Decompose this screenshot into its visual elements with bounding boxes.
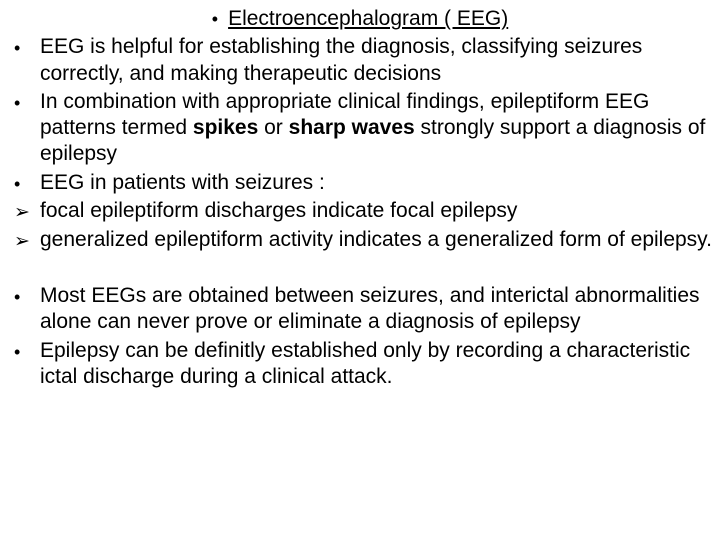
text-run: EEG in patients with seizures : bbox=[40, 171, 325, 194]
list-item: ➢focal epileptiform discharges indicate … bbox=[0, 198, 720, 226]
disc-bullet-icon: • bbox=[14, 34, 40, 60]
disc-bullet-icon: • bbox=[14, 89, 40, 115]
arrow-bullet-icon: ➢ bbox=[14, 227, 40, 255]
list-item: •EEG in patients with seizures : bbox=[0, 170, 720, 196]
list-item-text: EEG in patients with seizures : bbox=[40, 170, 716, 196]
list-item-text: focal epileptiform discharges indicate f… bbox=[40, 198, 716, 224]
list-item-text: In combination with appropriate clinical… bbox=[40, 89, 716, 168]
list-item-text: generalized epileptiform activity indica… bbox=[40, 227, 716, 253]
bullet-list: •EEG is helpful for establishing the dia… bbox=[0, 34, 720, 390]
list-item-text: Epilepsy can be definitly established on… bbox=[40, 338, 716, 391]
list-item: •Most EEGs are obtained between seizures… bbox=[0, 283, 720, 336]
text-run: EEG is helpful for establishing the diag… bbox=[40, 35, 642, 84]
text-run: Most EEGs are obtained between seizures,… bbox=[40, 284, 700, 333]
slide: •Electroencephalogram ( EEG) •EEG is hel… bbox=[0, 0, 720, 390]
list-item: ➢generalized epileptiform activity indic… bbox=[0, 227, 720, 255]
disc-bullet-icon: • bbox=[14, 338, 40, 364]
bold-text: sharp waves bbox=[289, 116, 415, 139]
title-row: • Electroencephalogram ( EEG) bbox=[0, 6, 720, 32]
text-run: focal epileptiform discharges indicate f… bbox=[40, 199, 517, 222]
list-item: •In combination with appropriate clinica… bbox=[0, 89, 720, 168]
disc-bullet-icon: • bbox=[14, 170, 40, 196]
bold-text: spikes bbox=[193, 116, 258, 139]
slide-title: Electroencephalogram ( EEG) bbox=[228, 7, 508, 30]
bullet-icon: • bbox=[212, 10, 218, 28]
list-item: •Epilepsy can be definitly established o… bbox=[0, 338, 720, 391]
text-run: or bbox=[258, 116, 288, 139]
disc-bullet-icon: • bbox=[14, 283, 40, 309]
list-item-text: EEG is helpful for establishing the diag… bbox=[40, 34, 716, 87]
list-item: •EEG is helpful for establishing the dia… bbox=[0, 34, 720, 87]
arrow-bullet-icon: ➢ bbox=[14, 198, 40, 226]
text-run: generalized epileptiform activity indica… bbox=[40, 228, 712, 251]
list-item-text: Most EEGs are obtained between seizures,… bbox=[40, 283, 716, 336]
text-run: Epilepsy can be definitly established on… bbox=[40, 339, 690, 388]
spacer bbox=[0, 257, 720, 283]
